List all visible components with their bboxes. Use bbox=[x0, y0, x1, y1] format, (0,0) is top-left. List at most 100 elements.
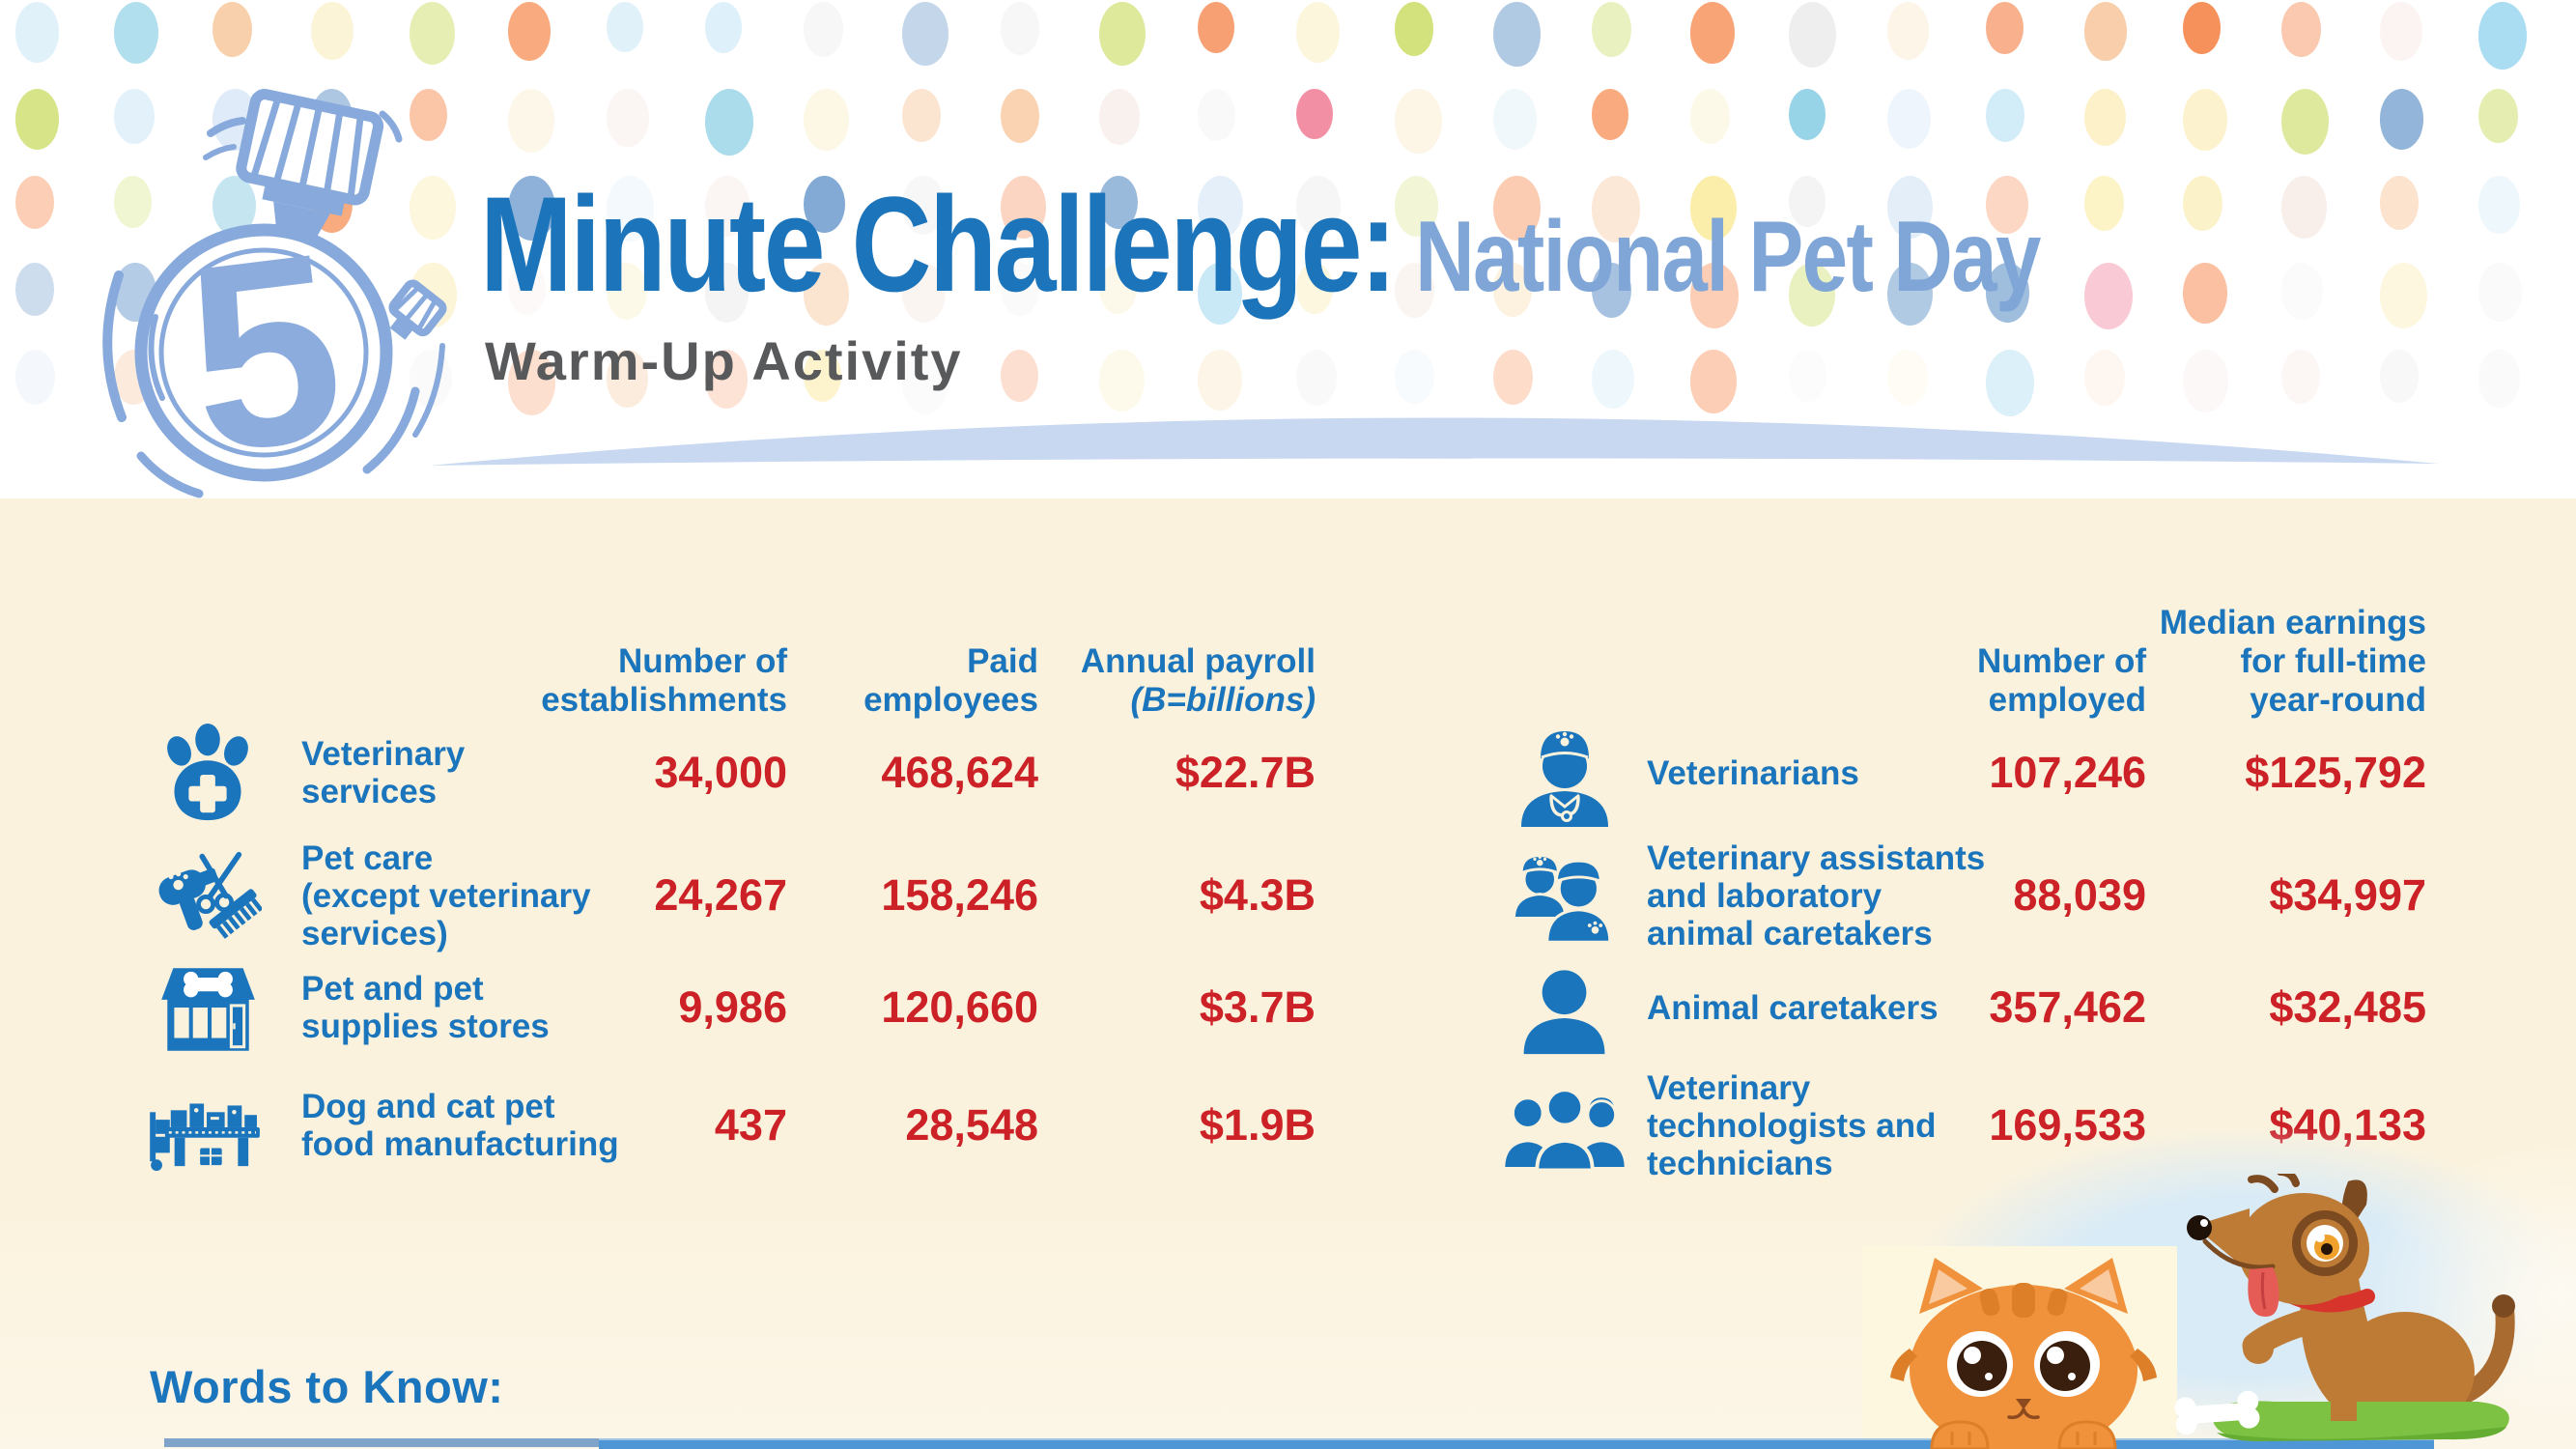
decorative-dot bbox=[902, 89, 941, 143]
page-subtitle: Warm-Up Activity bbox=[485, 330, 963, 391]
bottom-rule-left bbox=[164, 1438, 599, 1447]
decorative-dot bbox=[804, 89, 849, 152]
decorative-dot bbox=[705, 350, 749, 410]
decorative-dot bbox=[2380, 2, 2423, 62]
decorative-dot bbox=[2478, 2, 2528, 70]
decorative-dot bbox=[1887, 176, 1933, 239]
decorative-dot bbox=[804, 176, 845, 233]
decorative-dot bbox=[1296, 2, 1341, 63]
decorative-dot bbox=[1001, 350, 1038, 402]
paw-medical-icon bbox=[121, 710, 295, 836]
decorative-dot bbox=[1592, 89, 1629, 141]
employees-value: 158,246 bbox=[881, 870, 1038, 920]
occupation-label: Veterinary assistants and laboratory anima… bbox=[1647, 838, 1986, 952]
cat-illustration bbox=[1890, 1258, 2157, 1449]
decorative-dot bbox=[2478, 263, 2522, 323]
occupation-row: Veterinary assistants and laboratory anima… bbox=[0, 833, 2576, 958]
decorative-dot bbox=[1789, 350, 1827, 403]
decorative-dot bbox=[1493, 176, 1541, 242]
decorative-dot bbox=[705, 176, 750, 237]
dot-pattern bbox=[0, 0, 2576, 444]
decorative-dot bbox=[410, 89, 448, 141]
decorative-dot bbox=[705, 89, 754, 156]
employees-value: 468,624 bbox=[881, 748, 1038, 797]
payroll-units-note: (B=billions) bbox=[1130, 681, 1316, 719]
occupation-label: Veterinary technologists and technicians bbox=[1647, 1068, 1937, 1182]
header-number-employed: Number of employed bbox=[1977, 642, 2146, 719]
veterinarian-icon bbox=[1487, 710, 1642, 836]
decorative-dot bbox=[2183, 176, 2223, 232]
paw-medical-icon bbox=[167, 723, 248, 821]
establishments-value: 34,000 bbox=[654, 748, 787, 797]
decorative-dot bbox=[705, 263, 749, 323]
decorative-dot bbox=[2084, 263, 2134, 330]
decorative-dot bbox=[804, 263, 850, 327]
employed-value: 107,246 bbox=[1989, 748, 2146, 797]
decorative-dot bbox=[114, 2, 159, 64]
decorative-dot bbox=[1001, 89, 1040, 143]
decorative-dot bbox=[2380, 350, 2419, 403]
decorative-dot bbox=[1789, 89, 1826, 140]
pet-store-icon bbox=[121, 945, 295, 1070]
pet-grooming-icon bbox=[158, 851, 262, 939]
earnings-value: $125,792 bbox=[2245, 748, 2426, 797]
decorative-dot bbox=[2478, 176, 2521, 234]
occupation-row: Veterinarians 107,246 $125,792 bbox=[0, 710, 2576, 836]
title-main: Minute Challenge: bbox=[480, 168, 1397, 320]
payroll-value: $3.7B bbox=[1199, 982, 1316, 1032]
page-title: Minute Challenge: National Pet Day bbox=[480, 168, 2041, 320]
employed-value: 357,462 bbox=[1989, 982, 2146, 1032]
decorative-dot bbox=[1986, 2, 2024, 55]
decorative-dot bbox=[1198, 2, 1235, 53]
industry-row: Dog and cat pet food manufacturing 437 28,5… bbox=[0, 1063, 2576, 1188]
decorative-dot bbox=[15, 263, 54, 316]
payroll-value: $4.3B bbox=[1199, 870, 1316, 920]
earnings-value: $32,485 bbox=[2269, 982, 2426, 1032]
animal-caretaker-icon bbox=[1487, 945, 1642, 1070]
decorative-dot bbox=[1887, 2, 1930, 60]
decorative-dot bbox=[2281, 2, 2322, 58]
decorative-dot bbox=[1690, 176, 1738, 241]
decorative-dot bbox=[804, 2, 844, 57]
establishments-value: 9,986 bbox=[678, 982, 787, 1032]
decorative-dot bbox=[902, 2, 948, 66]
decorative-dot bbox=[1099, 89, 1140, 145]
decorative-dot bbox=[508, 176, 555, 242]
decorative-dot bbox=[1395, 2, 1434, 56]
decorative-dot bbox=[1395, 350, 1434, 405]
vet-technologist-icon bbox=[1502, 1088, 1628, 1173]
pet-grooming-icon bbox=[121, 833, 295, 958]
decorative-dot bbox=[1099, 350, 1145, 412]
decorative-dot bbox=[2084, 176, 2125, 231]
header-curve-divider bbox=[430, 417, 2439, 466]
content-area: Number of establishments Paid employees An… bbox=[0, 498, 2576, 1449]
occupation-label: Animal caretakers bbox=[1647, 988, 1939, 1027]
employed-value: 88,039 bbox=[2013, 870, 2146, 920]
words-to-know-heading: Words to Know: bbox=[150, 1361, 504, 1412]
decorative-dot bbox=[1099, 263, 1137, 315]
decorative-dot bbox=[1099, 2, 1146, 67]
establishments-value: 437 bbox=[714, 1100, 787, 1150]
decorative-dot bbox=[607, 263, 648, 320]
decorative-dot bbox=[2084, 350, 2126, 407]
decorative-dot bbox=[1690, 263, 1739, 329]
employees-value: 28,548 bbox=[905, 1100, 1038, 1150]
decorative-dot bbox=[1395, 89, 1442, 155]
decorative-dot bbox=[2183, 263, 2227, 325]
decorative-dot bbox=[1001, 176, 1047, 240]
decorative-dot bbox=[1493, 263, 1533, 317]
decorative-dot bbox=[1592, 2, 1632, 58]
decorative-dot bbox=[1887, 350, 1929, 407]
decorative-dot bbox=[1887, 89, 1931, 150]
title-accent: National Pet Day bbox=[1415, 201, 2041, 313]
animal-caretaker-icon bbox=[1523, 970, 1605, 1055]
decorative-dot bbox=[2281, 263, 2323, 320]
decorative-dot bbox=[1986, 263, 2029, 323]
decorative-dot bbox=[114, 89, 155, 145]
decorative-dot bbox=[607, 89, 649, 148]
decorative-dot bbox=[508, 2, 552, 61]
decorative-dot bbox=[2084, 2, 2127, 61]
decorative-dot bbox=[1592, 176, 1640, 242]
decorative-dot bbox=[1001, 263, 1040, 317]
decorative-dot bbox=[1198, 176, 1244, 240]
